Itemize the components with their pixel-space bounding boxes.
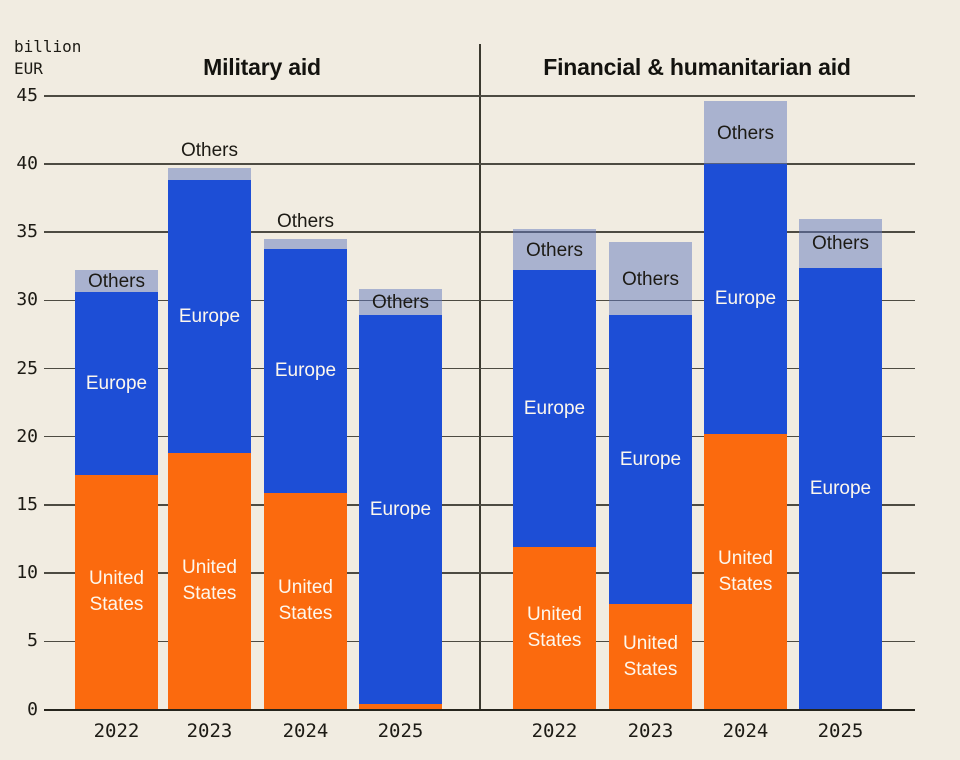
bar-label-united-states: United States (718, 547, 773, 595)
bar-segment-europe: Europe (799, 267, 882, 710)
x-axis-baseline (44, 708, 915, 712)
bar-label-europe: Europe (178, 305, 241, 327)
y-axis-unit-label: billion EUR (14, 37, 82, 78)
gridline (44, 299, 915, 302)
gridline (44, 95, 915, 97)
gridline (44, 504, 915, 506)
bar-label-others: Others (180, 140, 239, 162)
bar-segment-europe: Europe (168, 180, 251, 454)
x-axis-year-label: 2024 (282, 720, 329, 742)
bar-segment-others: Others (75, 270, 158, 292)
y-tick-label: 45 (16, 84, 38, 106)
bar-segment-europe: Europe (359, 315, 442, 705)
bar-segment-others: Others (359, 289, 442, 316)
y-tick-label: 15 (16, 494, 38, 516)
y-tick-label: 35 (16, 221, 38, 243)
bar-segment-europe: Europe (264, 248, 347, 493)
x-axis-year-label: 2025 (817, 720, 864, 742)
bar-segment-europe: Europe (75, 292, 158, 475)
bar-label-united-states: United States (623, 632, 678, 680)
bar-segment-united-states (359, 704, 442, 710)
bar-label-others: Others (525, 239, 584, 261)
bar-segment-united-states: United States (75, 474, 158, 710)
gridline (44, 572, 915, 574)
x-axis-year-label: 2023 (627, 720, 674, 742)
panel-title-military-aid: Military aid (203, 54, 321, 80)
bar-label-europe: Europe (369, 498, 432, 520)
bar-label-united-states: United States (278, 577, 333, 625)
bar-segment-europe: Europe (513, 270, 596, 548)
bar-segment-others: Others (513, 229, 596, 271)
y-tick-label: 25 (16, 357, 38, 379)
bar-label-others: Others (621, 268, 680, 290)
bar-segment-united-states: United States (513, 547, 596, 710)
bar-segment-others: Others (704, 101, 787, 164)
bar-label-united-states: United States (89, 568, 144, 616)
bar-label-others: Others (371, 292, 430, 314)
x-axis-year-label: 2022 (531, 720, 578, 742)
bar-label-europe: Europe (619, 448, 682, 470)
gridline (44, 367, 915, 370)
bar-label-others: Others (811, 233, 870, 255)
bar-segment-united-states: United States (609, 604, 692, 710)
gridline (44, 163, 915, 165)
bar-segment-others (168, 168, 251, 181)
gridline (44, 231, 915, 233)
bar-label-europe: Europe (85, 372, 148, 394)
y-tick-label: 10 (16, 562, 38, 584)
y-tick-label: 40 (16, 153, 38, 175)
y-tick-label: 20 (16, 425, 38, 447)
bar-segment-others (264, 238, 347, 249)
x-axis-year-label: 2024 (722, 720, 769, 742)
bar-label-others: Others (87, 271, 146, 293)
y-tick-label: 30 (16, 289, 38, 311)
panel-divider-line (479, 44, 481, 710)
bar-segment-europe: Europe (704, 163, 787, 434)
bar-label-europe: Europe (523, 397, 586, 419)
bar-segment-united-states: United States (704, 434, 787, 710)
gridline (44, 640, 915, 643)
gridline (44, 435, 915, 438)
bar-label-united-states: United States (527, 604, 582, 652)
bar-segment-others: Others (799, 218, 882, 268)
bar-segment-united-states: United States (264, 492, 347, 710)
bar-label-europe: Europe (274, 359, 337, 381)
bar-label-others: Others (716, 122, 775, 144)
bar-label-europe: Europe (714, 287, 777, 309)
x-axis-year-label: 2025 (377, 720, 424, 742)
bar-label-europe: Europe (809, 477, 872, 499)
x-axis-year-label: 2022 (93, 720, 140, 742)
panel-title-financial-humanitarian-aid: Financial & humanitarian aid (543, 54, 851, 80)
y-tick-label: 0 (27, 698, 38, 720)
x-axis-year-label: 2023 (186, 720, 233, 742)
bar-label-united-states: United States (182, 557, 237, 605)
bar-segment-others: Others (609, 241, 692, 316)
bar-segment-europe: Europe (609, 315, 692, 605)
y-tick-label: 5 (27, 630, 38, 652)
bar-label-others: Others (276, 210, 335, 232)
bar-segment-united-states: United States (168, 453, 251, 710)
